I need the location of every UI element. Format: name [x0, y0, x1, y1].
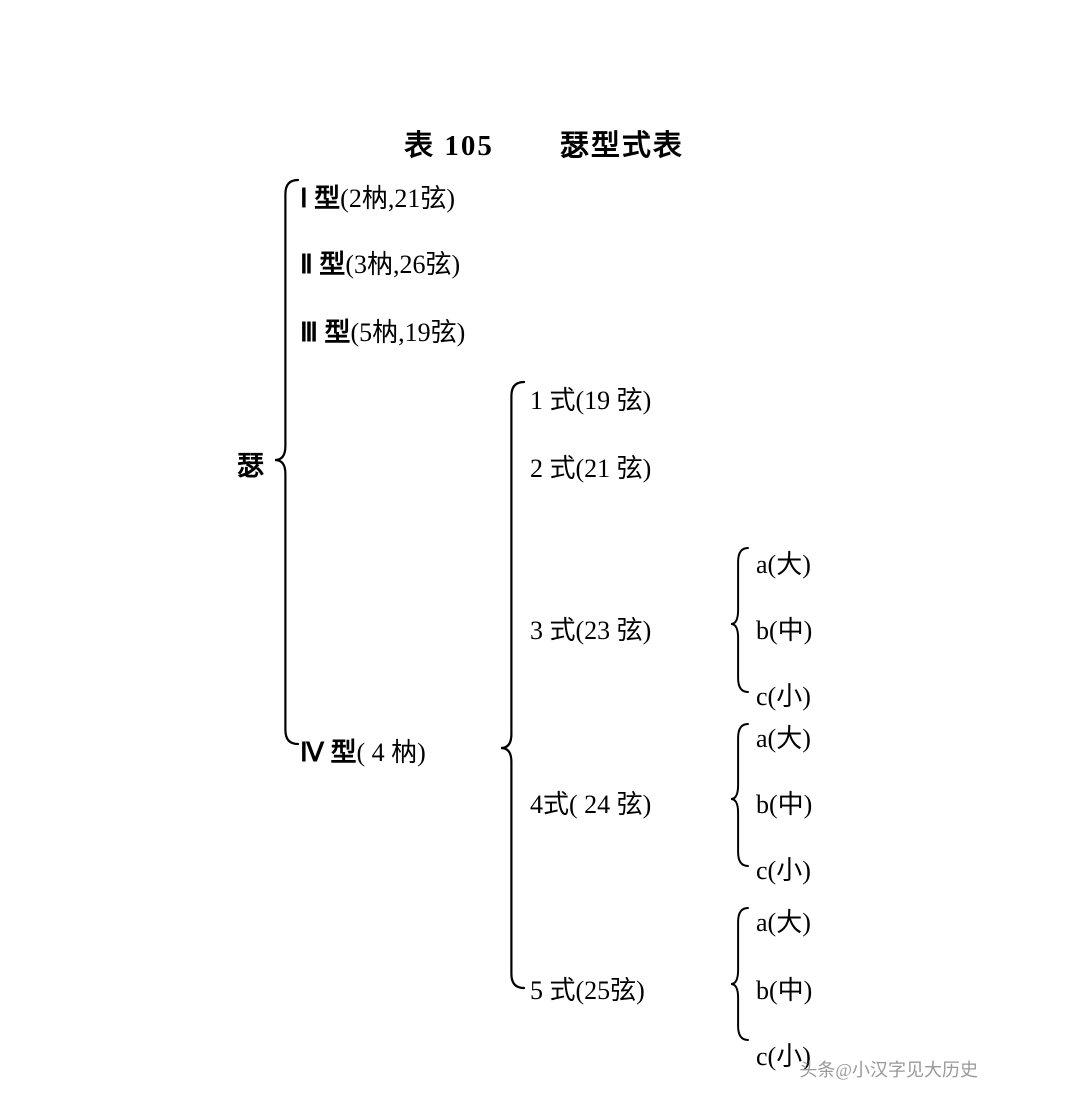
node-size-3-1: b(中) [756, 610, 812, 647]
root-node-label: 瑟 [237, 451, 264, 481]
watermark: 头条@小汉字见大历史 [799, 1056, 978, 1082]
node-size-4-2: c(小) [756, 850, 811, 887]
node-type-1: Ⅱ 型(3枘,26弦) [300, 244, 460, 281]
brace-level2 [496, 377, 534, 993]
node-size-3-0: a(大) [756, 544, 811, 581]
root-node: 瑟 [237, 444, 264, 483]
node-type-0: Ⅰ 型(2枘,21弦) [300, 178, 455, 215]
node-size-4-0: a(大) [756, 718, 811, 755]
node-style-0: 1 式(19 弦) [530, 380, 651, 417]
node-style-4: 5 式(25弦) [530, 970, 645, 1007]
title-right: 瑟型式表 [560, 122, 684, 164]
node-type-iv: Ⅳ 型( 4 枘) [300, 732, 426, 769]
title-left: 表 105 [404, 122, 494, 164]
node-size-3-2: c(小) [756, 676, 811, 713]
node-size-4-1: b(中) [756, 784, 812, 821]
node-size-5-1: b(中) [756, 970, 812, 1007]
diagram-title: 表 105 瑟型式表 [0, 122, 1088, 164]
node-style-1: 2 式(21 弦) [530, 448, 651, 485]
brace-level3b [726, 719, 758, 871]
node-size-5-0: a(大) [756, 902, 811, 939]
brace-level3c [726, 903, 758, 1045]
node-style-2: 3 式(23 弦) [530, 610, 651, 647]
node-type-2: Ⅲ 型(5枘,19弦) [300, 312, 465, 349]
brace-level3a [726, 543, 758, 697]
node-style-3: 4式( 24 弦) [530, 784, 651, 821]
